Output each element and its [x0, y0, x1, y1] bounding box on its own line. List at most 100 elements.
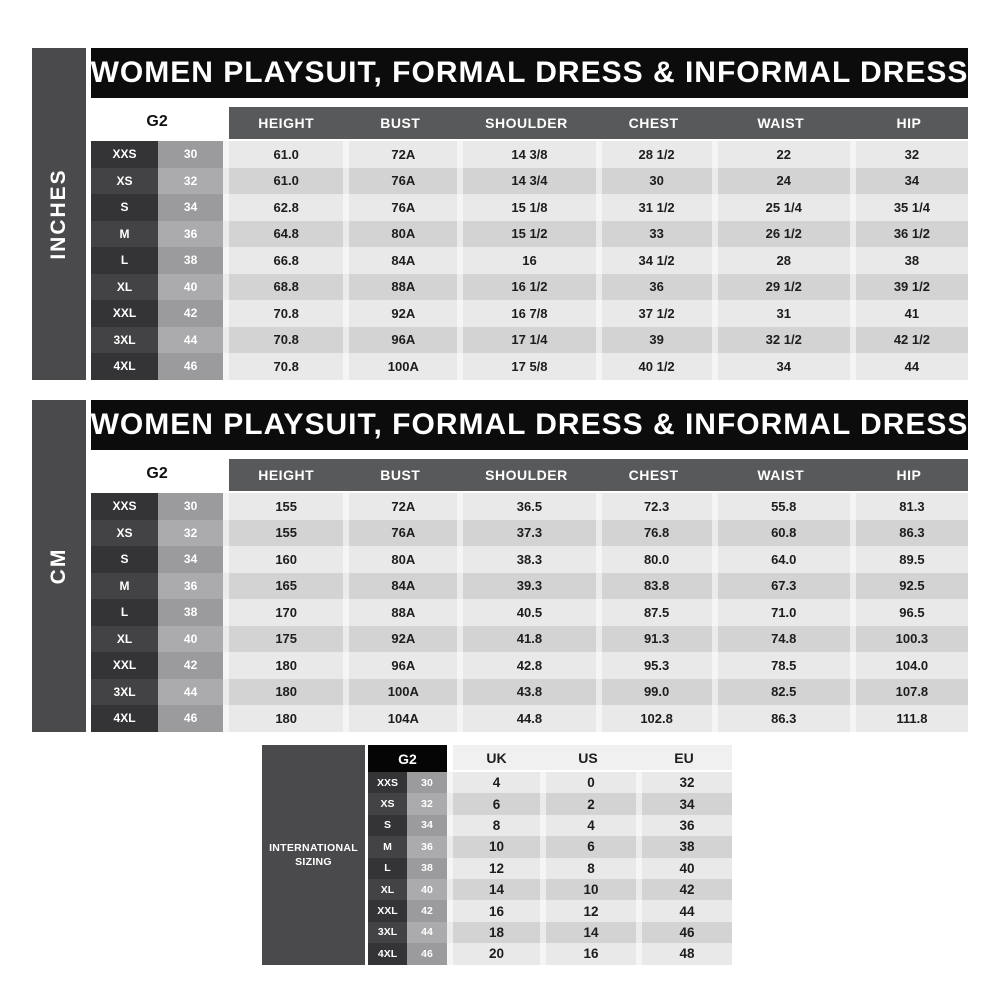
value-cell: 34: [711, 353, 850, 380]
value-cell: 34: [849, 167, 968, 194]
size-label-cell: XL: [91, 273, 159, 300]
value-cell: 76A: [343, 194, 458, 221]
value-cell: 78.5: [711, 652, 850, 679]
column-header-eu: EU: [636, 745, 732, 772]
size-row-xs: XS 32 6 2 34: [368, 793, 732, 815]
value-cell: 102.8: [595, 705, 712, 732]
value-cell: 71.0: [711, 599, 850, 626]
value-cell: 8: [540, 857, 636, 879]
value-cell: 25 1/4: [711, 194, 850, 221]
value-cell: 72A: [343, 493, 458, 520]
value-cell: 84A: [343, 572, 458, 599]
g2-size-cell: 44: [407, 921, 447, 944]
size-label-cell: S: [368, 814, 407, 837]
value-cell: 29 1/2: [711, 273, 850, 300]
value-cell: 32 1/2: [711, 326, 850, 353]
g2-size-cell: 38: [407, 857, 447, 879]
value-cell: 70.8: [223, 326, 344, 353]
value-cell: 39: [595, 326, 712, 353]
value-cell: 76.8: [595, 519, 712, 546]
size-row-m: M 36 64.8 80A 15 1/2 33 26 1/2 36 1/2: [91, 220, 968, 247]
value-cell: 48: [636, 943, 732, 965]
value-cell: 76A: [343, 167, 458, 194]
g2-size-cell: 32: [407, 793, 447, 815]
column-header-waist: WAIST: [711, 454, 850, 493]
value-cell: 111.8: [849, 705, 968, 732]
g2-size-cell: 34: [158, 546, 224, 573]
size-row-xxl: XXL 42 180 96A 42.8 95.3 78.5 104.0: [91, 652, 968, 679]
inches-chart-title: WOMEN PLAYSUIT, FORMAL DRESS & INFORMAL …: [91, 48, 968, 98]
size-label-cell: XS: [91, 167, 159, 194]
value-cell: 89.5: [849, 546, 968, 573]
column-header-bust: BUST: [343, 102, 458, 141]
size-label-cell: XS: [91, 519, 159, 546]
size-label-cell: 3XL: [91, 326, 159, 353]
international-table-header: G2 UK US EU: [368, 745, 732, 772]
value-cell: 95.3: [595, 652, 712, 679]
international-size-table: G2 UK US EU XXS 30 4 0 32 XS 32 6 2 34 S 34 8 4 36 M 36 1…: [368, 745, 732, 965]
value-cell: 16 7/8: [457, 300, 596, 327]
g2-size-cell: 36: [407, 836, 447, 858]
value-cell: 81.3: [849, 493, 968, 520]
value-cell: 0: [540, 772, 636, 794]
value-cell: 40.5: [457, 599, 596, 626]
g2-size-cell: 40: [407, 878, 447, 901]
value-cell: 104.0: [849, 652, 968, 679]
value-cell: 96.5: [849, 599, 968, 626]
g2-size-cell: 44: [158, 678, 224, 705]
cm-table-header: G2 HEIGHT BUST SHOULDER CHEST WAIST HIP: [91, 454, 968, 493]
size-row-l: L 38 12 8 40: [368, 857, 732, 879]
column-header-us: US: [540, 745, 636, 772]
size-row-s: S 34 8 4 36: [368, 814, 732, 837]
size-label-cell: M: [91, 572, 159, 599]
value-cell: 12: [447, 857, 540, 879]
g2-size-cell: 46: [407, 943, 447, 965]
value-cell: 100.3: [849, 625, 968, 652]
size-row-3xl: 3XL 44 18 14 46: [368, 921, 732, 944]
value-cell: 44.8: [457, 705, 596, 732]
size-row-l: L 38 170 88A 40.5 87.5 71.0 96.5: [91, 599, 968, 626]
g2-header-cell: G2: [368, 745, 447, 772]
value-cell: 76A: [343, 519, 458, 546]
value-cell: 66.8: [223, 247, 344, 274]
column-header-height: HEIGHT: [223, 102, 344, 141]
value-cell: 39 1/2: [849, 273, 968, 300]
value-cell: 15 1/8: [457, 194, 596, 221]
value-cell: 72.3: [595, 493, 712, 520]
g2-size-cell: 40: [158, 273, 224, 300]
size-row-m: M 36 10 6 38: [368, 836, 732, 858]
value-cell: 42: [636, 878, 732, 901]
size-label-cell: M: [91, 220, 159, 247]
value-cell: 16: [457, 247, 596, 274]
g2-header-cell: G2: [91, 102, 224, 141]
value-cell: 80.0: [595, 546, 712, 573]
inches-unit-label: INCHES: [47, 168, 70, 260]
value-cell: 8: [447, 814, 540, 837]
column-header-shoulder: SHOULDER: [457, 102, 596, 141]
international-label-line2: SIZING: [295, 855, 332, 868]
value-cell: 4: [540, 814, 636, 837]
value-cell: 170: [223, 599, 344, 626]
value-cell: 32: [636, 772, 732, 794]
value-cell: 107.8: [849, 678, 968, 705]
international-chart-main: G2 UK US EU XXS 30 4 0 32 XS 32 6 2 34 S 34 8 4 36 M 36 1…: [368, 745, 732, 965]
value-cell: 180: [223, 652, 344, 679]
size-row-xxl: XXL 42 16 12 44: [368, 900, 732, 922]
value-cell: 64.0: [711, 546, 850, 573]
g2-size-cell: 42: [158, 300, 224, 327]
international-sizing-chart: INTERNATIONAL SIZING G2 UK US EU XXS 30 4 0…: [262, 745, 732, 965]
cm-unit-rail: CM: [32, 400, 86, 732]
value-cell: 42 1/2: [849, 326, 968, 353]
g2-size-cell: 46: [158, 353, 224, 380]
value-cell: 14 3/4: [457, 167, 596, 194]
column-header-shoulder: SHOULDER: [457, 454, 596, 493]
cm-table-body: XXS 30 155 72A 36.5 72.3 55.8 81.3 XS 32 155 76A 37.…: [91, 493, 968, 732]
g2-size-cell: 34: [407, 814, 447, 837]
size-row-xl: XL 40 14 10 42: [368, 878, 732, 901]
value-cell: 10: [540, 878, 636, 901]
size-row-xxs: XXS 30 61.0 72A 14 3/8 28 1/2 22 32: [91, 141, 968, 168]
value-cell: 37.3: [457, 519, 596, 546]
value-cell: 60.8: [711, 519, 850, 546]
value-cell: 91.3: [595, 625, 712, 652]
value-cell: 32: [849, 141, 968, 168]
